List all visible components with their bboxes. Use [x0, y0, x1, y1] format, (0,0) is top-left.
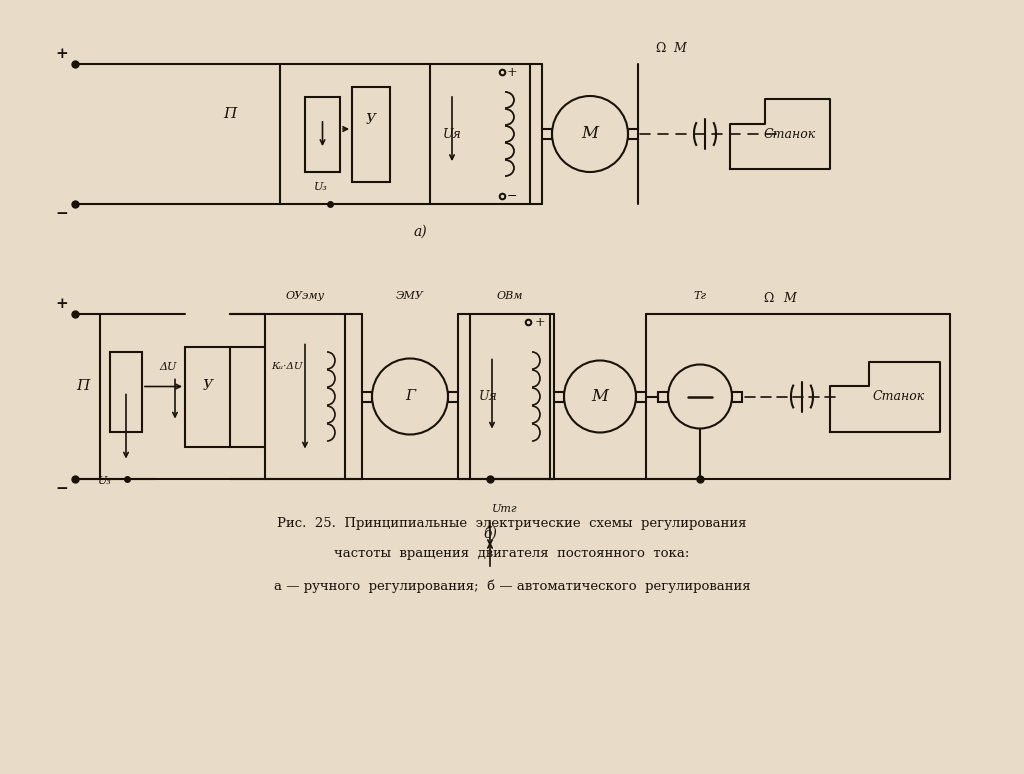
Bar [362, 392, 372, 402]
Bar [185, 347, 230, 447]
Bar [658, 392, 668, 402]
Text: У: У [366, 113, 376, 127]
Text: М: М [582, 125, 598, 142]
Text: U₃: U₃ [313, 181, 328, 191]
Text: Uтг: Uтг [493, 504, 518, 514]
Text: М: М [783, 293, 797, 306]
Text: Uя: Uя [442, 128, 462, 141]
Text: П: П [77, 379, 90, 393]
Text: Кᵤ·ΔU: Кᵤ·ΔU [271, 362, 303, 371]
Bar [352, 87, 390, 181]
Text: −: − [507, 190, 517, 203]
Text: ΔU: ΔU [160, 361, 177, 372]
Text: ЭМУ: ЭМУ [396, 291, 424, 301]
Text: П: П [223, 107, 237, 121]
Text: Станок: Станок [764, 128, 816, 141]
Text: Ω: Ω [654, 43, 666, 56]
Bar [305, 97, 340, 172]
Text: Станок: Станок [872, 390, 925, 403]
Bar [110, 351, 142, 431]
Text: +: + [55, 47, 69, 61]
Text: М: М [674, 43, 686, 56]
Text: +: + [55, 297, 69, 311]
Bar [628, 129, 638, 139]
Text: М: М [592, 388, 608, 405]
Text: −: − [55, 482, 69, 496]
Bar [554, 392, 564, 402]
Text: ОВм: ОВм [497, 291, 523, 301]
Bar [542, 129, 552, 139]
Text: Г: Г [404, 389, 415, 403]
Text: Тг: Тг [693, 291, 707, 301]
Text: Рис.  25.  Принципиальные  электрические  схемы  регулирования: Рис. 25. Принципиальные электрические сх… [278, 518, 746, 530]
Bar [265, 314, 345, 479]
Text: U₃: U₃ [98, 477, 112, 487]
Text: +: + [535, 316, 546, 328]
Text: а — ручного  регулирования;  б — автоматического  регулирования: а — ручного регулирования; б — автоматич… [273, 579, 751, 593]
Text: частоты  вращения  двигателя  постоянного  тока:: частоты вращения двигателя постоянного т… [334, 547, 690, 560]
Text: б): б) [483, 527, 497, 541]
Text: −: − [55, 207, 69, 221]
Text: Ω: Ω [763, 293, 773, 306]
Bar [470, 314, 550, 479]
Text: Uя: Uя [478, 390, 498, 403]
Bar [636, 392, 646, 402]
Bar [430, 64, 530, 204]
Bar [449, 392, 458, 402]
Bar [732, 392, 742, 402]
Text: а): а) [414, 225, 427, 239]
Text: ОУэму: ОУэму [286, 291, 325, 301]
Text: +: + [507, 66, 517, 78]
Text: У: У [203, 379, 213, 393]
